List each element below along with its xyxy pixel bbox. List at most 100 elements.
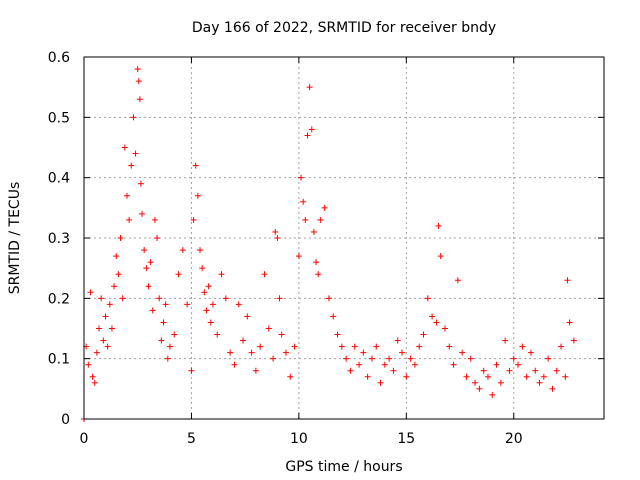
- data-point: [558, 343, 565, 350]
- data-point: [143, 265, 150, 272]
- data-point: [154, 235, 161, 241]
- data-point: [145, 283, 152, 290]
- data-point: [334, 331, 341, 338]
- data-point: [184, 301, 191, 308]
- data-point: [386, 355, 393, 362]
- data-point: [420, 331, 427, 338]
- data-point: [265, 325, 272, 332]
- data-point: [188, 367, 195, 374]
- data-point: [257, 343, 264, 350]
- data-point: [287, 373, 294, 380]
- data-point: [399, 349, 406, 356]
- data-point: [515, 361, 522, 368]
- data-point: [136, 96, 143, 103]
- data-point: [162, 301, 169, 308]
- data-point: [244, 313, 251, 320]
- data-point: [130, 114, 137, 121]
- data-point: [403, 373, 410, 380]
- data-point: [497, 379, 504, 386]
- data-point: [218, 271, 225, 278]
- data-point: [137, 180, 144, 187]
- data-point: [117, 235, 124, 241]
- data-point: [87, 289, 94, 296]
- data-point: [364, 373, 371, 380]
- data-point: [315, 271, 322, 278]
- data-point: [111, 283, 118, 290]
- x-tick-label: 20: [505, 431, 523, 447]
- data-point: [459, 349, 466, 356]
- data-point: [450, 361, 457, 368]
- data-point: [502, 337, 509, 344]
- data-point: [115, 271, 122, 278]
- data-point: [209, 301, 216, 308]
- data-point: [523, 373, 530, 380]
- data-point: [291, 343, 298, 350]
- data-point: [368, 355, 375, 362]
- data-point: [119, 295, 126, 302]
- data-point: [128, 162, 135, 169]
- y-tick-label: 0.5: [48, 110, 70, 126]
- y-axis-title: SRMTID / TECUs: [7, 182, 23, 295]
- data-point: [190, 216, 197, 223]
- data-point: [390, 367, 397, 374]
- data-point: [207, 319, 214, 326]
- data-point: [192, 162, 199, 169]
- data-point: [295, 253, 302, 260]
- data-point: [235, 301, 242, 308]
- data-point: [106, 301, 113, 308]
- data-point: [158, 337, 165, 344]
- data-point: [272, 228, 279, 235]
- data-point: [141, 247, 148, 254]
- data-point: [270, 355, 277, 362]
- data-point: [96, 325, 103, 332]
- chart-title: Day 166 of 2022, SRMTID for receiver bnd…: [192, 20, 496, 36]
- data-point: [325, 295, 332, 302]
- data-point: [545, 355, 552, 362]
- data-point: [274, 235, 281, 241]
- data-point: [381, 361, 388, 368]
- data-point: [536, 379, 543, 386]
- y-tick-label: 0: [61, 412, 70, 428]
- data-point: [321, 204, 328, 211]
- data-point: [540, 373, 547, 380]
- data-point: [310, 228, 317, 235]
- data-point: [435, 222, 442, 229]
- data-point: [126, 216, 133, 223]
- data-point: [278, 331, 285, 338]
- data-point: [175, 271, 182, 278]
- x-tick-label: 15: [397, 431, 415, 447]
- data-point: [441, 325, 448, 332]
- y-tick-label: 0.6: [48, 50, 70, 66]
- data-point: [317, 216, 324, 223]
- data-point: [135, 78, 142, 85]
- data-point: [151, 216, 158, 223]
- ticks-layer: [83, 56, 604, 420]
- data-point: [227, 349, 234, 356]
- data-point: [394, 337, 401, 344]
- data-point: [338, 343, 345, 350]
- data-point: [570, 337, 577, 344]
- data-point: [480, 367, 487, 374]
- data-point: [476, 385, 483, 392]
- data-point: [203, 307, 210, 314]
- data-point: [113, 253, 120, 260]
- data-point: [463, 373, 470, 380]
- data-point: [276, 295, 283, 302]
- y-tick-label: 0.2: [48, 291, 70, 307]
- x-tick-label: 10: [290, 431, 308, 447]
- data-point: [104, 343, 111, 350]
- data-point: [411, 361, 418, 368]
- data-point: [467, 355, 474, 362]
- data-point: [454, 277, 461, 284]
- data-point: [134, 66, 141, 73]
- data-point: [532, 367, 539, 374]
- data-point: [549, 385, 556, 392]
- data-point: [197, 247, 204, 254]
- data-point: [166, 343, 173, 350]
- data-point: [194, 192, 201, 199]
- data-point: [199, 265, 206, 272]
- data-point: [179, 247, 186, 254]
- data-point: [360, 349, 367, 356]
- data-point: [437, 253, 444, 260]
